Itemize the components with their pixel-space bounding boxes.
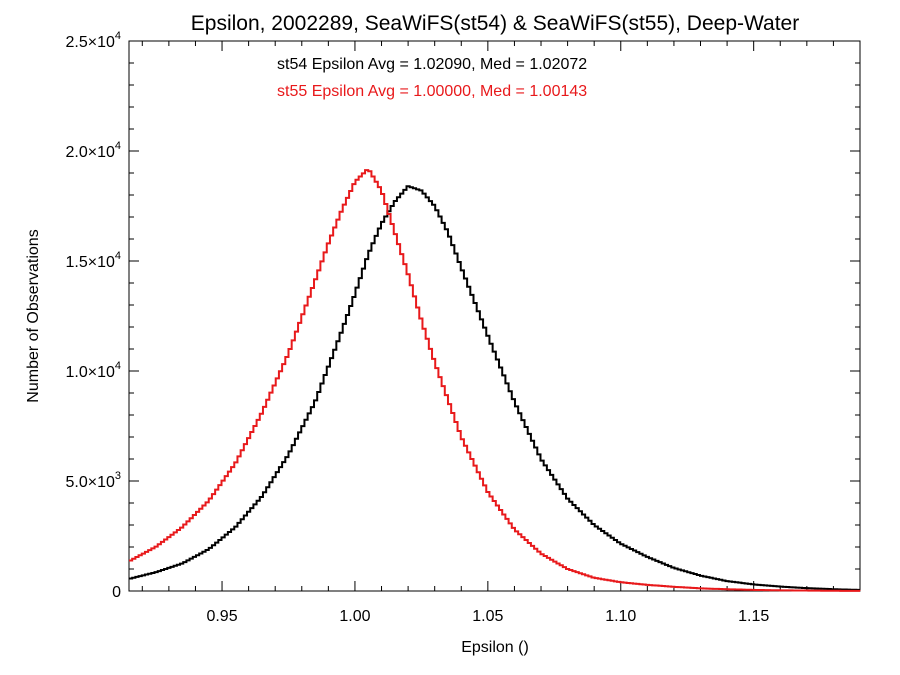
x-tick-label: 1.15 xyxy=(738,608,769,625)
y-tick-label: 0 xyxy=(112,584,121,601)
x-tick-label: 1.05 xyxy=(472,608,503,625)
annotation-st55: st55 Epsilon Avg = 1.00000, Med = 1.0014… xyxy=(277,83,587,100)
y-tick-label: 1.0×104 xyxy=(65,360,121,381)
x-tick-label: 1.00 xyxy=(339,608,370,625)
series-line-st54 xyxy=(129,185,861,591)
series-line-st55 xyxy=(129,169,861,592)
y-tick-label: 1.5×104 xyxy=(65,250,121,271)
y-tick-label: 5.0×103 xyxy=(65,470,121,491)
chart-title: Epsilon, 2002289, SeaWiFS(st54) & SeaWiF… xyxy=(191,12,799,35)
y-axis-label: Number of Observations xyxy=(25,229,42,402)
annotation-st54: st54 Epsilon Avg = 1.02090, Med = 1.0207… xyxy=(277,56,587,73)
y-tick-label: 2.5×104 xyxy=(65,30,121,51)
y-tick-label: 2.0×104 xyxy=(65,140,121,161)
plot-frame xyxy=(128,40,861,592)
x-tick-label: 1.10 xyxy=(605,608,636,625)
x-axis-label: Epsilon () xyxy=(461,639,529,656)
x-tick-label: 0.95 xyxy=(206,608,237,625)
